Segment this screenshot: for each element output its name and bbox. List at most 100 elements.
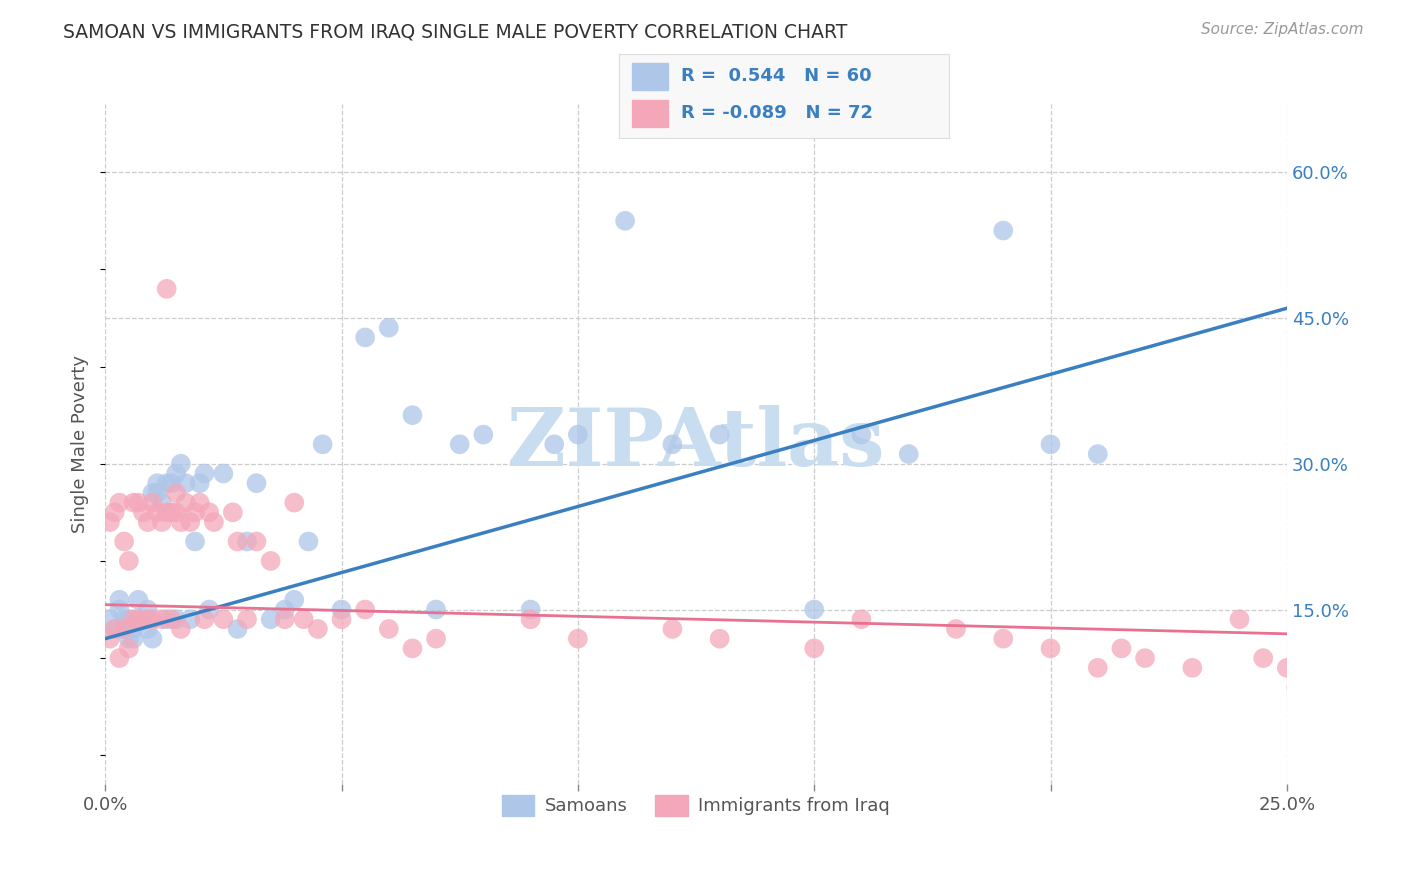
Point [378,622,401,636]
Point [330,602,353,616]
Point [112,534,135,549]
Point [104,622,127,636]
Point [150,495,173,509]
Point [160,612,183,626]
Point [1039,641,1062,656]
Point [1229,612,1251,626]
Point [1275,661,1298,675]
Point [122,632,145,646]
Point [112,622,135,636]
Point [1285,680,1308,694]
Point [160,476,183,491]
Point [283,592,305,607]
Point [150,612,173,626]
Point [179,612,201,626]
Point [709,427,731,442]
Point [156,476,179,491]
Point [425,632,447,646]
Point [274,612,297,626]
Point [661,437,683,451]
Text: ZIPAtlas: ZIPAtlas [508,405,884,483]
Point [118,612,141,626]
Point [118,554,141,568]
Point [141,486,163,500]
Point [198,602,221,616]
Point [156,282,179,296]
Point [311,437,333,451]
Point [122,612,145,626]
Point [1133,651,1156,665]
Point [283,495,305,509]
Point [245,476,267,491]
Point [165,505,187,519]
Text: R = -0.089   N = 72: R = -0.089 N = 72 [682,103,873,122]
Point [1295,680,1317,694]
Bar [631,62,668,90]
Point [851,427,873,442]
Point [472,427,495,442]
Point [378,320,401,334]
Point [226,534,249,549]
Point [236,534,259,549]
Point [141,495,163,509]
Point [127,612,149,626]
Point [1087,661,1109,675]
Point [146,476,169,491]
Point [146,505,169,519]
Point [993,223,1015,237]
Point [354,330,377,344]
Point [567,632,589,646]
Point [146,486,169,500]
Point [174,495,197,509]
Point [165,486,187,500]
Point [354,602,377,616]
Point [297,534,319,549]
Point [307,622,329,636]
Point [401,408,423,422]
Point [1303,680,1326,694]
Point [425,602,447,616]
Point [136,622,159,636]
Point [98,632,121,646]
Point [104,622,127,636]
Point [212,467,235,481]
Point [449,437,471,451]
Point [1039,437,1062,451]
Point [567,427,589,442]
Point [118,641,141,656]
Point [127,612,149,626]
Point [897,447,920,461]
Point [165,467,187,481]
Point [141,632,163,646]
Point [108,602,131,616]
Point [112,622,135,636]
Point [1087,447,1109,461]
Point [156,612,179,626]
Point [803,602,825,616]
Point [170,622,193,636]
Point [1299,690,1322,704]
Point [122,495,145,509]
Point [198,505,221,519]
Point [1251,651,1274,665]
Point [945,622,967,636]
Point [212,612,235,626]
Point [170,457,193,471]
Point [136,602,159,616]
Point [136,612,159,626]
Point [222,505,245,519]
Point [993,632,1015,646]
Point [160,505,183,519]
Point [245,534,267,549]
Point [274,602,297,616]
Point [184,505,207,519]
Point [127,592,149,607]
Point [156,505,179,519]
Point [614,214,637,228]
Point [141,612,163,626]
Point [226,622,249,636]
Point [543,437,565,451]
Legend: Samoans, Immigrants from Iraq: Samoans, Immigrants from Iraq [495,788,897,823]
Point [519,612,541,626]
Point [165,612,187,626]
